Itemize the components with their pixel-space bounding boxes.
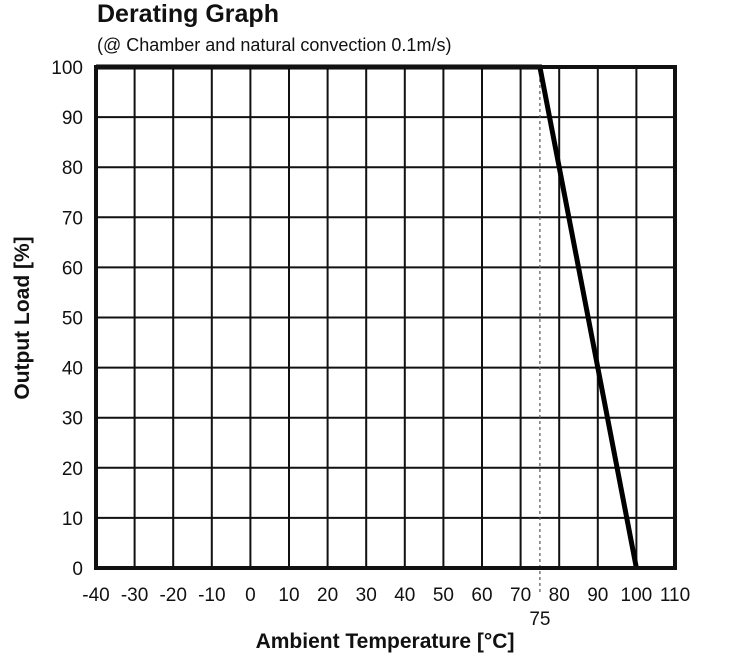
y-tick-label: 40 [62, 359, 83, 380]
x-tick-label: 110 [660, 585, 690, 606]
x-tick-label: 0 [245, 585, 256, 606]
y-tick-label: 20 [62, 459, 83, 480]
x-tick-label: 20 [317, 585, 338, 606]
y-tick-label: 0 [72, 559, 83, 580]
y-tick-label: 60 [62, 258, 83, 279]
y-tick-label: 90 [62, 108, 83, 129]
x-tick-label: 60 [471, 585, 492, 606]
y-axis-label: Output Load [%] [11, 236, 34, 399]
x-tick-label: 90 [587, 585, 608, 606]
y-tick-label: 100 [51, 58, 83, 79]
x-tick-label: -10 [198, 585, 225, 606]
y-tick-label: 30 [62, 409, 83, 430]
x-tick-label: 30 [356, 585, 377, 606]
y-tick-label: 10 [62, 509, 83, 530]
annotation-label: 75 [529, 609, 550, 630]
y-tick-label: 80 [62, 158, 83, 179]
x-tick-labels: -40 -30 -20 -10 0 10 20 30 40 50 60 70 80 90 100 110 [82, 585, 690, 606]
chart-title: Derating Graph [97, 0, 279, 28]
y-tick-label: 70 [62, 208, 83, 229]
x-tick-label: -20 [159, 585, 186, 606]
y-tick-label: 50 [62, 309, 83, 330]
x-tick-label: 70 [510, 585, 531, 606]
annotation-guide: 75 [529, 67, 550, 630]
x-tick-label: 40 [394, 585, 415, 606]
x-tick-label: 80 [549, 585, 570, 606]
chart-subtitle: (@ Chamber and natural convection 0.1m/s… [97, 35, 451, 55]
x-tick-label: 10 [278, 585, 299, 606]
x-axis-label: Ambient Temperature [°C] [256, 630, 515, 653]
x-tick-label: -40 [82, 585, 109, 606]
x-tick-label: 50 [433, 585, 454, 606]
x-tick-label: -30 [121, 585, 148, 606]
x-tick-label: 100 [621, 585, 653, 606]
y-tick-labels: 0 10 20 30 40 50 60 70 80 90 100 [51, 58, 83, 580]
plot-frame [94, 65, 677, 570]
